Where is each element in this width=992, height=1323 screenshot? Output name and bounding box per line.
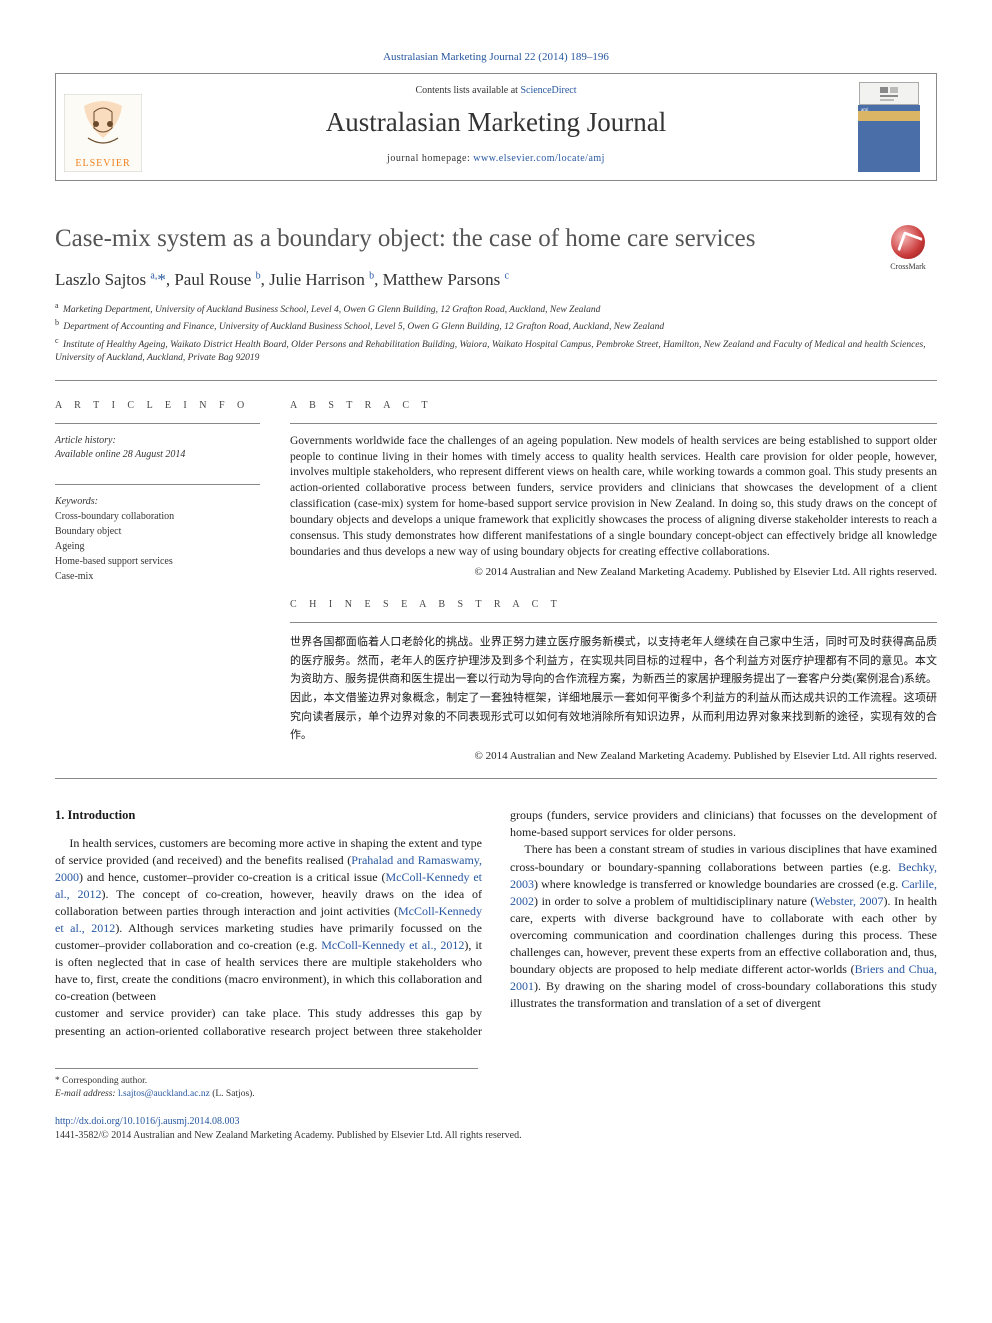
journal-cover-thumb[interactable]: amj: [850, 82, 928, 172]
crossmark-icon: [891, 225, 925, 259]
elsevier-logo[interactable]: ELSEVIER: [64, 82, 142, 172]
journal-name: Australasian Marketing Journal: [151, 104, 841, 142]
authors: Laszlo Sajtos a,*, Paul Rouse b, Julie H…: [55, 268, 937, 292]
article-title: Case-mix system as a boundary object: th…: [55, 221, 937, 256]
divider: [55, 778, 937, 779]
corresponding-author-footnote: * Corresponding author. E-mail address: …: [55, 1068, 478, 1102]
divider: [290, 622, 937, 623]
issn-copyright: 1441-3582/© 2014 Australian and New Zeal…: [55, 1129, 937, 1143]
chinese-abstract-label: C H I N E S E A B S T R A C T: [290, 598, 937, 612]
article-history: Article history: Available online 28 Aug…: [55, 434, 260, 462]
email-link[interactable]: l.sajtos@auckland.ac.nz: [118, 1089, 210, 1099]
svg-text:ELSEVIER: ELSEVIER: [75, 158, 130, 169]
affiliations: a Marketing Department, University of Au…: [55, 300, 937, 366]
doi: http://dx.doi.org/10.1016/j.ausmj.2014.0…: [55, 1115, 937, 1129]
journal-header-box: ELSEVIER amj Contents lists available at…: [55, 73, 937, 181]
journal-homepage-link[interactable]: www.elsevier.com/locate/amj: [473, 153, 605, 164]
crossmark-label: CrossMark: [879, 261, 937, 272]
sciencedirect-link[interactable]: ScienceDirect: [520, 85, 576, 96]
keywords: Keywords: Cross-boundary collaborationBo…: [55, 495, 260, 584]
copyright: © 2014 Australian and New Zealand Market…: [290, 565, 937, 580]
contents-available: Contents lists available at ScienceDirec…: [151, 84, 841, 98]
article-info-label: A R T I C L E I N F O: [55, 399, 260, 413]
citation-link[interactable]: Webster, 2007: [814, 894, 883, 908]
abstract-text: Governments worldwide face the challenge…: [290, 434, 937, 561]
section-heading: 1. Introduction: [55, 807, 482, 825]
divider: [55, 484, 260, 485]
doi-link[interactable]: http://dx.doi.org/10.1016/j.ausmj.2014.0…: [55, 1116, 240, 1127]
copyright-chinese: © 2014 Australian and New Zealand Market…: [290, 749, 937, 764]
citation-link[interactable]: McColl-Kennedy et al., 2012: [321, 938, 464, 952]
divider: [55, 423, 260, 424]
journal-homepage: journal homepage: www.elsevier.com/locat…: [151, 152, 841, 166]
chinese-abstract-text: 世界各国都面临着人口老龄化的挑战。业界正努力建立医疗服务新模式，以支持老年人继续…: [290, 633, 937, 745]
divider: [290, 423, 937, 424]
journal-citation[interactable]: Australasian Marketing Journal 22 (2014)…: [55, 50, 937, 65]
abstract-label: A B S T R A C T: [290, 399, 937, 413]
article-body: 1. Introduction In health services, cust…: [55, 807, 937, 1039]
crossmark-badge[interactable]: CrossMark: [879, 225, 937, 272]
